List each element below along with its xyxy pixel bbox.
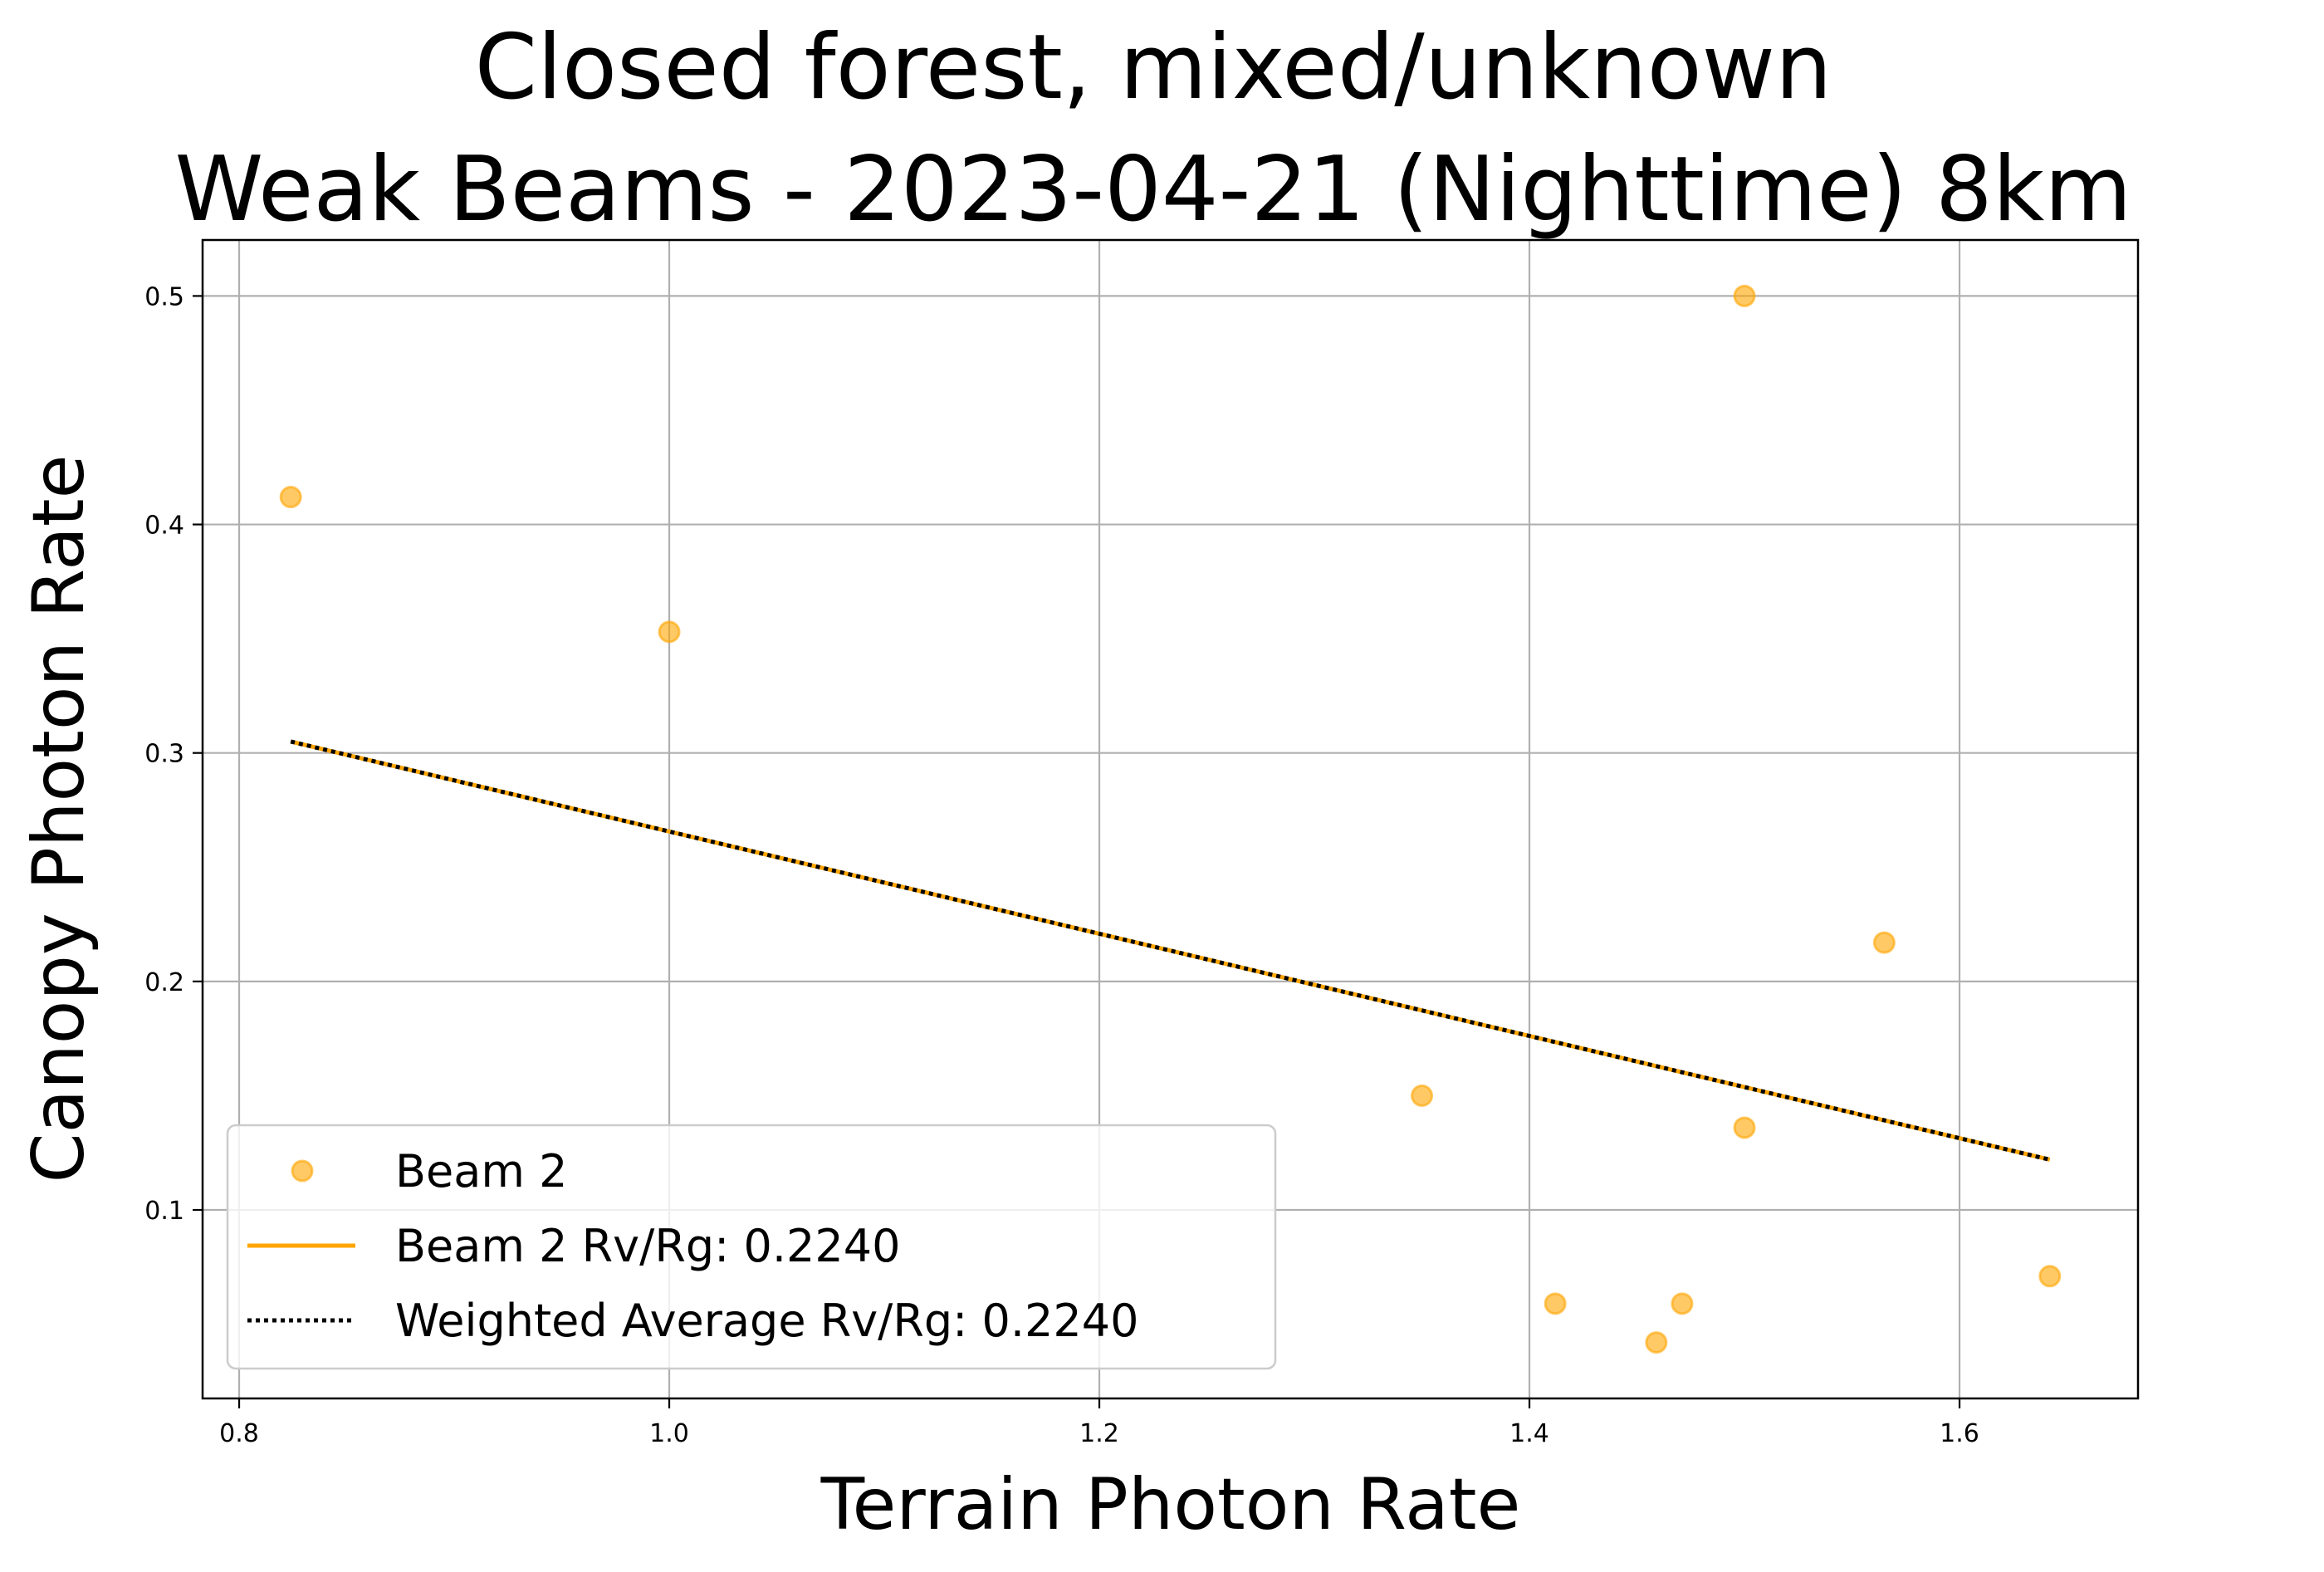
x-tick-label: 0.8 (219, 1419, 259, 1448)
scatter-point (279, 486, 302, 509)
y-tick-label: 0.4 (144, 512, 184, 541)
legend-box (226, 1124, 1277, 1370)
y-axis-label: Canopy Photon Rate (17, 454, 100, 1183)
x-tick-label: 1.0 (649, 1419, 689, 1448)
chart-title-line-1: Closed forest, mixed/unknown (475, 16, 1832, 120)
x-tick-label: 1.2 (1079, 1419, 1119, 1448)
legend-label-beam-2: Beam 2 (395, 1145, 567, 1197)
y-tick-label: 0.5 (144, 282, 184, 311)
scatter-point (2038, 1265, 2062, 1288)
y-tick-label: 0.3 (144, 740, 184, 769)
legend: Beam 2 Beam 2 Rv/Rg: 0.2240 Weighted Ave… (226, 1124, 1277, 1370)
x-tick-label: 1.6 (1940, 1419, 1979, 1448)
scatter-point (1544, 1292, 1567, 1315)
x-axis-label: Terrain Photon Rate (820, 1463, 1521, 1546)
scatter-point (658, 620, 681, 644)
legend-label-beam-2-rvrg: Beam 2 Rv/Rg: 0.2240 (395, 1220, 900, 1272)
scatter-point (1645, 1331, 1668, 1354)
plot-area (201, 238, 2140, 1400)
scatter-point (1872, 931, 1896, 954)
y-tick-label: 0.2 (144, 968, 184, 997)
chart-title-line-2: Weak Beams - 2023-04-21 (Nighttime) 8km (175, 138, 2132, 242)
scatter-point (1671, 1292, 1694, 1315)
y-tick-label: 0.1 (144, 1197, 184, 1226)
scatter-point (1411, 1084, 1434, 1107)
x-axis-ticks: 0.8 1.0 1.2 1.4 1.6 (219, 1398, 1979, 1448)
scatter-points (279, 284, 2062, 1354)
legend-marker-beam-2 (291, 1159, 314, 1183)
legend-label-weighted-average: Weighted Average Rv/Rg: 0.2240 (395, 1295, 1138, 1347)
regression-lines (290, 739, 2051, 1162)
scatter-point (1733, 284, 1756, 307)
x-tick-label: 1.4 (1509, 1419, 1549, 1448)
y-axis-ticks: 0.1 0.2 0.3 0.4 0.5 (144, 282, 203, 1226)
scatter-point (1733, 1116, 1756, 1139)
weighted-average-line (290, 739, 2051, 1162)
